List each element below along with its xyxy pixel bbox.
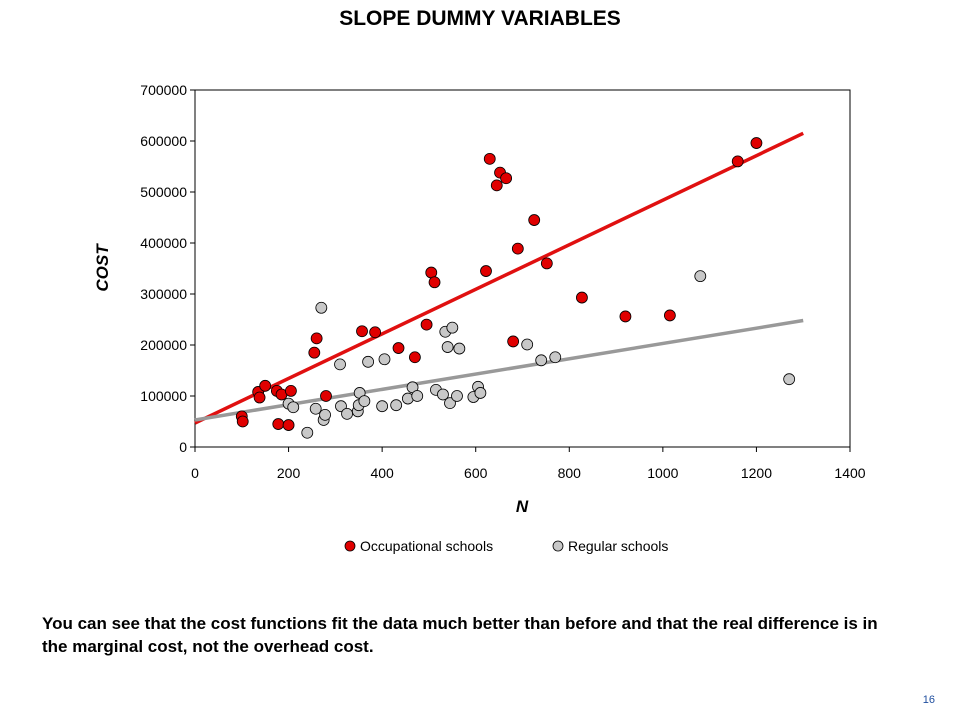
point-occupational bbox=[259, 379, 272, 392]
point-regular bbox=[441, 341, 454, 353]
point-occupational bbox=[619, 310, 632, 323]
x-tick-label: 400 bbox=[370, 465, 394, 481]
legend: Occupational schools Regular schools bbox=[344, 538, 668, 554]
point-regular bbox=[301, 426, 314, 439]
point-occupational bbox=[356, 325, 368, 338]
point-regular bbox=[390, 399, 403, 412]
point-regular bbox=[444, 397, 456, 410]
point-occupational bbox=[420, 318, 433, 331]
point-occupational bbox=[500, 172, 513, 185]
point-occupational bbox=[576, 291, 588, 304]
point-regular bbox=[783, 373, 796, 386]
point-regular bbox=[474, 387, 487, 399]
point-occupational bbox=[511, 242, 524, 255]
y-axis-label: COST bbox=[93, 243, 112, 292]
point-regular bbox=[362, 355, 375, 368]
y-tick-label: 0 bbox=[179, 439, 187, 455]
point-occupational bbox=[408, 351, 421, 364]
y-tick-label: 400000 bbox=[140, 235, 187, 251]
y-tick-label: 600000 bbox=[140, 133, 187, 149]
point-occupational bbox=[308, 346, 321, 359]
point-occupational bbox=[285, 384, 297, 397]
point-occupational bbox=[320, 390, 332, 402]
point-regular bbox=[549, 351, 562, 364]
point-regular bbox=[453, 342, 466, 355]
caption-text: You can see that the cost functions fit … bbox=[42, 614, 878, 656]
point-occupational bbox=[236, 415, 249, 428]
x-tick-label: 200 bbox=[277, 465, 301, 481]
y-tick-label: 300000 bbox=[140, 286, 187, 302]
x-tick-label: 1000 bbox=[647, 465, 678, 481]
legend-marker-regular bbox=[552, 540, 564, 552]
y-tick-label: 700000 bbox=[140, 82, 187, 98]
scatter-chart: 0 100000 200000 300000 400000 500000 600000 700… bbox=[93, 82, 866, 554]
point-occupational bbox=[392, 342, 405, 354]
point-occupational bbox=[507, 335, 520, 348]
point-regular bbox=[521, 338, 534, 351]
point-regular bbox=[378, 353, 391, 366]
x-axis-ticks: 0 200 400 600 800 1000 1200 1400 bbox=[191, 447, 866, 481]
point-occupational bbox=[272, 418, 285, 430]
point-regular bbox=[335, 400, 347, 413]
point-occupational bbox=[282, 419, 295, 431]
point-occupational bbox=[528, 214, 541, 226]
point-regular bbox=[411, 390, 424, 402]
y-tick-label: 100000 bbox=[140, 388, 187, 404]
x-tick-label: 800 bbox=[558, 465, 582, 481]
point-occupational bbox=[428, 276, 441, 289]
point-regular bbox=[535, 354, 548, 367]
point-occupational bbox=[369, 326, 382, 339]
x-tick-label: 1200 bbox=[741, 465, 772, 481]
x-axis-label: N bbox=[516, 497, 529, 516]
point-occupational bbox=[480, 265, 492, 277]
point-occupational bbox=[483, 152, 496, 165]
point-regular bbox=[358, 395, 371, 408]
point-occupational bbox=[731, 155, 744, 168]
point-occupational bbox=[490, 179, 503, 192]
x-tick-label: 0 bbox=[191, 465, 199, 481]
point-regular bbox=[309, 402, 322, 415]
x-tick-label: 600 bbox=[464, 465, 488, 481]
fit-line-occupational bbox=[194, 131, 804, 425]
page-number: 16 bbox=[922, 694, 935, 706]
point-regular bbox=[694, 270, 707, 283]
slide-title: SLOPE DUMMY VARIABLES bbox=[339, 7, 621, 30]
y-tick-label: 200000 bbox=[140, 337, 187, 353]
y-axis-ticks: 0 100000 200000 300000 400000 500000 600000 700… bbox=[140, 82, 195, 455]
point-occupational bbox=[750, 137, 763, 149]
y-tick-label: 500000 bbox=[140, 184, 187, 200]
point-occupational bbox=[310, 332, 323, 345]
legend-label-occupational: Occupational schools bbox=[360, 538, 493, 554]
point-regular bbox=[287, 401, 300, 414]
point-regular bbox=[334, 358, 346, 371]
point-regular bbox=[315, 301, 328, 314]
point-regular bbox=[341, 407, 353, 420]
point-regular bbox=[376, 400, 389, 413]
x-tick-label: 1400 bbox=[834, 465, 865, 481]
point-occupational bbox=[540, 257, 553, 270]
point-regular bbox=[437, 388, 449, 401]
point-regular bbox=[451, 390, 463, 402]
legend-marker-occupational bbox=[344, 540, 356, 552]
point-regular bbox=[446, 321, 459, 334]
point-occupational bbox=[253, 391, 266, 404]
point-occupational bbox=[663, 309, 676, 322]
data-points bbox=[235, 137, 796, 439]
legend-label-regular: Regular schools bbox=[568, 538, 668, 554]
point-regular bbox=[319, 408, 331, 421]
